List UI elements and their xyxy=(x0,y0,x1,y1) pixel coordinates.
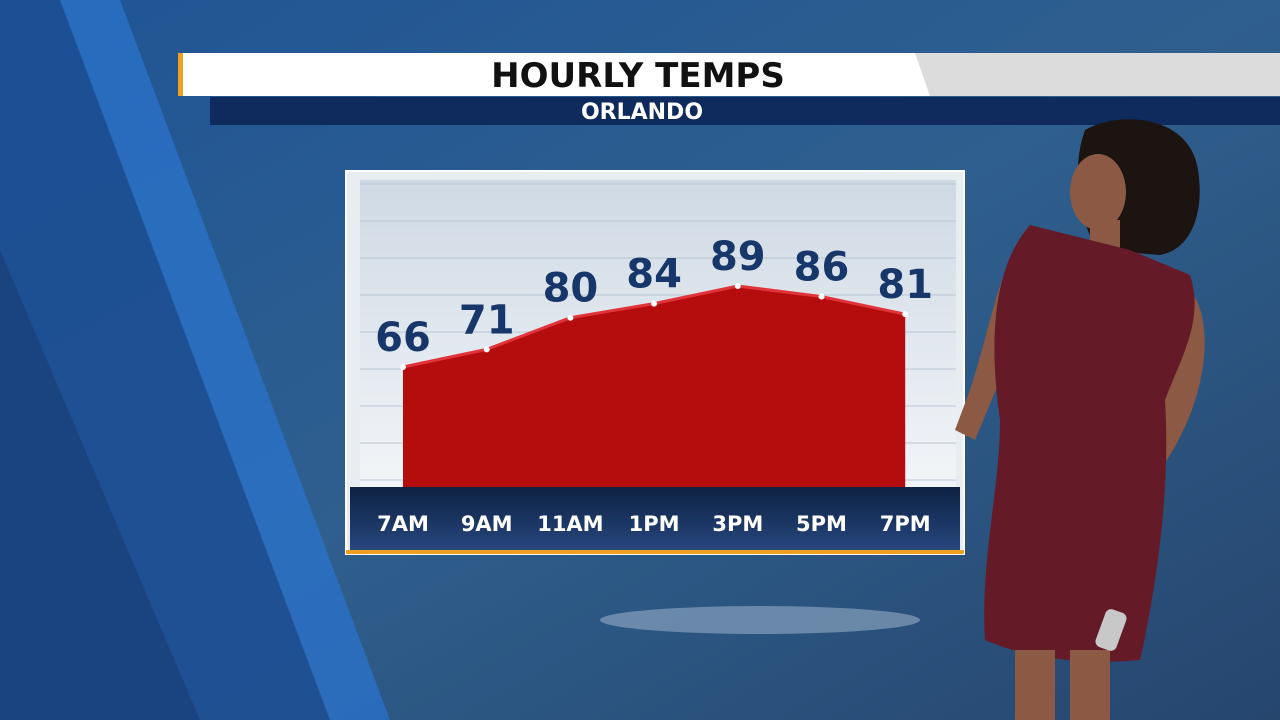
point xyxy=(483,346,490,353)
title-bar-end xyxy=(915,53,1280,96)
point xyxy=(400,364,406,370)
data-label: 71 xyxy=(459,297,515,343)
point xyxy=(818,293,825,300)
x-tick-label: 7PM xyxy=(880,512,931,536)
data-label: 84 xyxy=(626,252,682,298)
data-label: 86 xyxy=(794,245,850,291)
point xyxy=(567,314,574,321)
data-label: 80 xyxy=(543,266,599,312)
area xyxy=(403,286,906,487)
point xyxy=(651,300,658,307)
chart: 66 71 80 84 89 86 81 7AM 9AM 11AM 1PM 3PM 5PM 7PM xyxy=(375,234,933,536)
x-tick-label: 11AM xyxy=(537,512,603,536)
x-tick-label: 9AM xyxy=(461,512,513,536)
data-label: 89 xyxy=(710,234,766,280)
label-strip xyxy=(350,487,960,550)
title: HOURLY TEMPS xyxy=(491,56,785,96)
x-tick-label: 1PM xyxy=(629,512,680,536)
x-tick-label: 5PM xyxy=(796,512,847,536)
left-stripe xyxy=(60,0,390,720)
cloud xyxy=(600,606,920,634)
data-label: 81 xyxy=(877,262,933,308)
data-label: 66 xyxy=(375,315,431,361)
x-tick-label: 3PM xyxy=(712,512,763,536)
point xyxy=(734,283,741,289)
left-corner xyxy=(0,250,200,720)
point xyxy=(902,311,909,318)
subtitle: ORLANDO xyxy=(581,100,703,125)
panel-accent xyxy=(346,550,964,554)
subtitle-bar xyxy=(210,97,1280,125)
title-accent xyxy=(178,53,183,96)
presenter xyxy=(955,119,1205,720)
x-tick-label: 7AM xyxy=(377,512,429,536)
